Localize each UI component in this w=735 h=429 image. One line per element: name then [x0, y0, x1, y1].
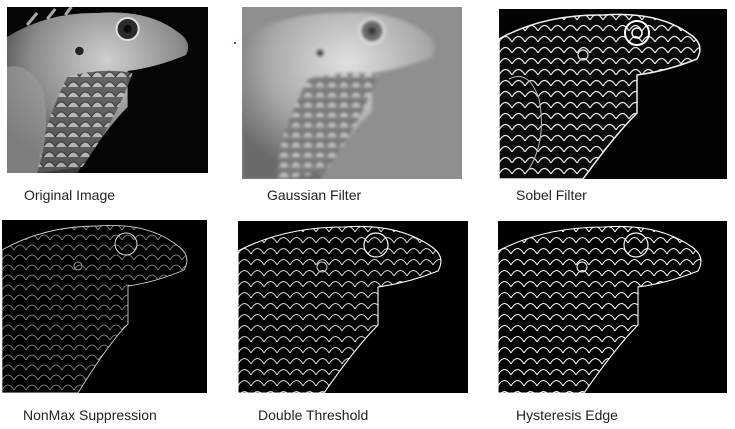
panel-gaussian-filter: [242, 7, 462, 179]
caption-gaussian-filter: Gaussian Filter: [267, 187, 362, 203]
caption-original-image: Original Image: [24, 187, 116, 203]
caption-double-threshold: Double Threshold: [258, 407, 369, 423]
panel-hysteresis-edge: [498, 221, 727, 393]
stray-dot: [234, 42, 236, 44]
panel-sobel-filter: [499, 9, 727, 179]
caption-hysteresis-edge: Hysteresis Edge: [516, 407, 618, 423]
panel-nonmax-suppression: [2, 220, 207, 393]
panel-double-threshold: [238, 221, 468, 393]
panel-original-image: [7, 7, 208, 173]
caption-sobel-filter: Sobel Filter: [516, 187, 587, 203]
caption-nonmax-suppression: NonMax Suppression: [23, 407, 157, 423]
